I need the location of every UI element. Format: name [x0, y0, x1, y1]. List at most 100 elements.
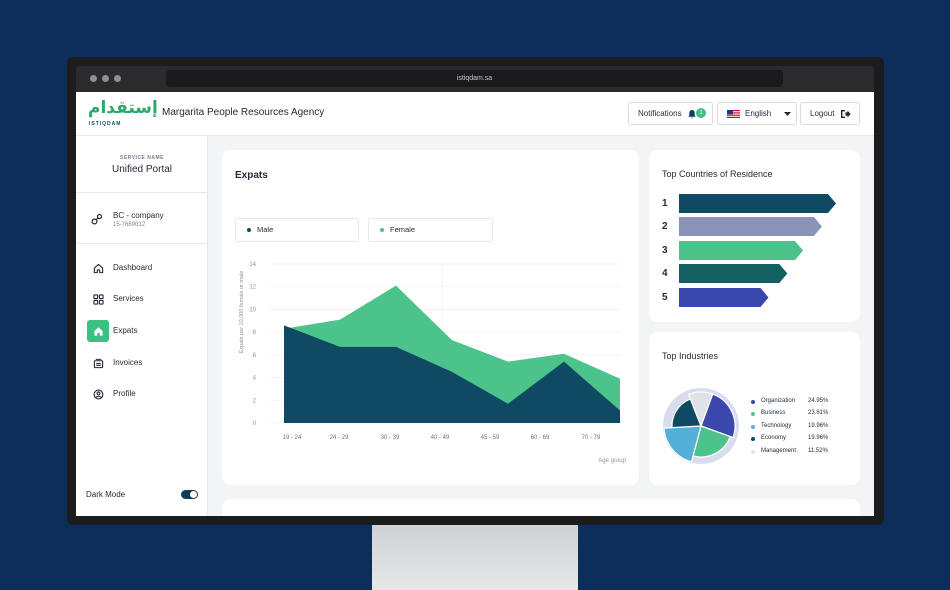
profile-icon: [87, 383, 109, 405]
logout-button[interactable]: Logout: [800, 102, 860, 125]
company-id: 15-7669012: [113, 222, 146, 228]
industry-name: Economy: [761, 435, 787, 441]
male-dot: [247, 228, 251, 232]
window-close-dot[interactable]: [90, 75, 97, 82]
dark-mode-label: Dark Mode: [86, 490, 126, 499]
sidebar-item-dashboard[interactable]: Dashboard: [87, 257, 202, 279]
industries-pie-chart: [663, 388, 739, 464]
company-switch-icon[interactable]: [91, 213, 103, 225]
organization-dot: [751, 400, 755, 404]
industry-value: 23.61%: [808, 410, 829, 416]
pie-slice: [671, 398, 702, 429]
y-tick-label: 8: [253, 330, 257, 336]
legend-female[interactable]: Female: [368, 218, 493, 242]
pie-slice: [663, 425, 702, 463]
industry-value: 11.52%: [808, 448, 828, 454]
notifications-button[interactable]: Notifications 1: [628, 102, 713, 125]
sidebar: SERVICE NAME Unified Portal BC - company…: [76, 136, 208, 516]
legend-male[interactable]: Male: [235, 218, 359, 242]
x-axis-label: Age group: [598, 458, 626, 464]
dark-mode-toggle[interactable]: [181, 490, 198, 499]
legend-label: Female: [390, 225, 416, 234]
pie-slice: [700, 393, 736, 439]
y-tick-label: 4: [253, 376, 257, 382]
browser-titlebar: istiqdam.sa: [76, 66, 874, 92]
sidebar-item-label: Dashboard: [113, 263, 153, 272]
sidebar-item-expats[interactable]: Expats: [87, 320, 202, 342]
sidebar-divider: [76, 192, 208, 193]
monitor-stand: [372, 525, 578, 590]
country-bar: [679, 217, 822, 236]
sidebar-item-invoices[interactable]: Invoices: [87, 352, 202, 374]
x-tick-label: 45 - 59: [481, 435, 500, 441]
agency-name: Margarita People Resources Agency: [162, 107, 325, 118]
caret-down-icon: [784, 112, 791, 116]
y-tick-label: 6: [253, 353, 257, 359]
pie-slice: [692, 425, 731, 458]
country-bar: [679, 288, 769, 307]
x-tick-label: 19 - 24: [283, 435, 302, 441]
country-bar: [679, 194, 836, 213]
company-name[interactable]: BC - company: [113, 211, 164, 220]
language-select[interactable]: English: [717, 102, 797, 125]
y-tick-label: 10: [249, 307, 256, 313]
technology-dot: [751, 425, 755, 429]
y-tick-label: 12: [249, 285, 256, 291]
logout-icon: [841, 110, 851, 118]
service-name: Unified Portal: [111, 164, 173, 175]
industry-name: Organization: [761, 398, 796, 404]
rank-1: 1: [662, 198, 668, 209]
service-name-label: SERVICE NAME: [120, 155, 164, 161]
x-tick-label: 24 - 29: [330, 435, 349, 441]
industry-name: Business: [761, 410, 786, 416]
us-flag-icon: [727, 110, 740, 118]
x-tick-label: 60 - 69: [531, 435, 550, 441]
female-dot: [380, 228, 384, 232]
rank-4: 4: [662, 268, 668, 279]
business-dot: [751, 412, 755, 416]
expats-card: Expats Male Female 0 2 4 6 8 10 12 14 19 - 24 24 …: [222, 150, 639, 485]
window-maximize-dot[interactable]: [114, 75, 121, 82]
legend-label: Male: [257, 225, 274, 234]
male-series-area: [284, 325, 620, 423]
x-tick-label: 40 - 49: [431, 435, 450, 441]
y-tick-label: 0: [253, 421, 257, 427]
logout-label: Logout: [810, 109, 835, 118]
bottom-card: [222, 499, 860, 516]
sidebar-item-profile[interactable]: Profile: [87, 383, 202, 405]
notifications-label: Notifications: [638, 109, 682, 118]
industry-name: Management: [761, 448, 797, 454]
rank-3: 3: [662, 245, 668, 256]
x-tick-label: 30 - 39: [381, 435, 400, 441]
sidebar-item-label: Services: [113, 294, 144, 303]
expats-title: Expats: [235, 170, 268, 181]
y-tick-label: 14: [249, 262, 256, 268]
industries-card: Top Industries Organization 24.95% Busin…: [649, 332, 860, 485]
y-tick-label: 2: [253, 398, 257, 404]
app-header: إستقدام ISTIQDAM Margarita People Resour…: [76, 92, 874, 136]
logo-arabic[interactable]: إستقدام: [88, 98, 158, 118]
pie-slice: [687, 391, 714, 428]
notifications-count-badge: 1: [696, 108, 706, 118]
industry-value: 19.96%: [808, 435, 829, 441]
country-bar: [679, 264, 788, 283]
sidebar-item-label: Expats: [113, 326, 138, 335]
industries-title: Top Industries: [662, 351, 719, 361]
management-dot: [751, 450, 755, 454]
sidebar-item-label: Profile: [113, 389, 136, 398]
window-minimize-dot[interactable]: [102, 75, 109, 82]
sidebar-item-services[interactable]: Services: [87, 288, 202, 310]
home-icon: [87, 320, 109, 342]
industry-value: 19.96%: [808, 423, 829, 429]
app-screen: إستقدام ISTIQDAM Margarita People Resour…: [76, 92, 874, 516]
industry-value: 24.95%: [808, 398, 829, 404]
countries-card: Top Countries of Residence 1 2 3 4 5: [649, 150, 860, 322]
rank-2: 2: [662, 221, 668, 232]
sidebar-item-label: Invoices: [113, 358, 143, 367]
url-bar[interactable]: istiqdam.sa: [166, 70, 783, 87]
rank-5: 5: [662, 292, 668, 303]
countries-title: Top Countries of Residence: [662, 169, 773, 179]
logo-english: ISTIQDAM: [89, 121, 122, 127]
grid-icon: [87, 288, 109, 310]
sidebar-divider: [76, 243, 208, 244]
